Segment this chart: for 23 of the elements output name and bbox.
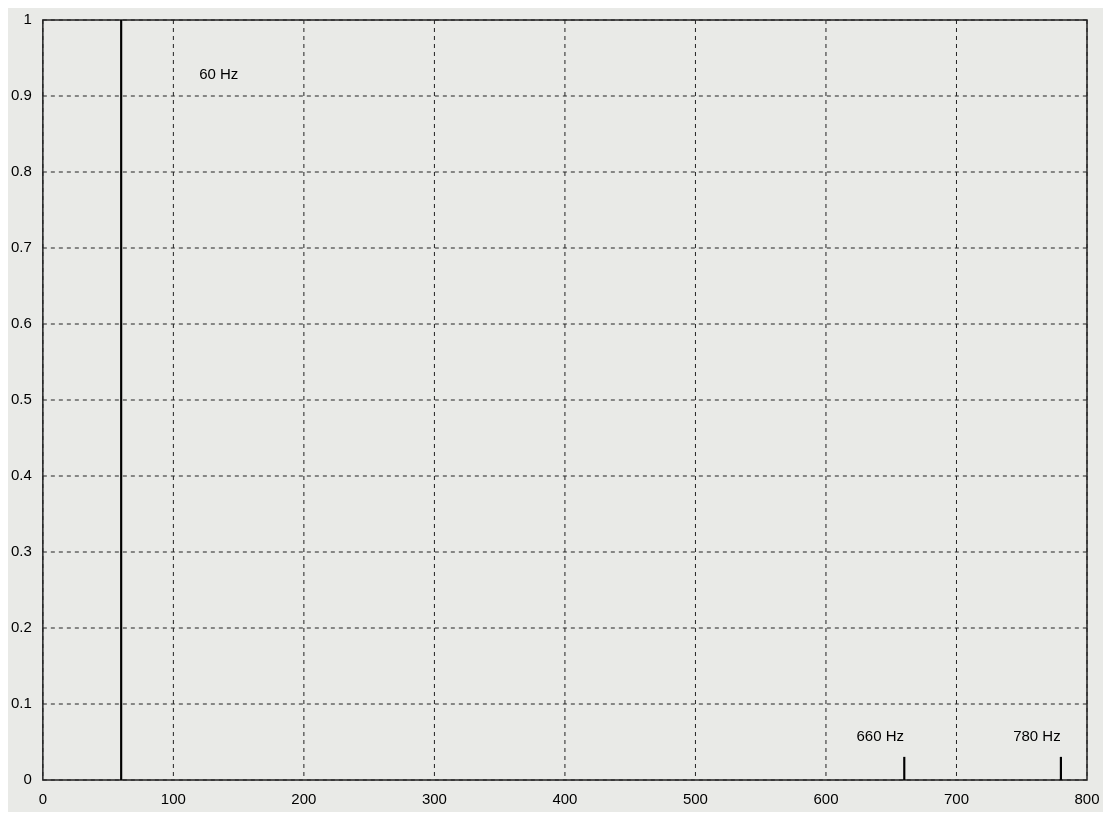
x-tick-label: 100 (160, 790, 186, 808)
y-tick-label: 0.2 (10, 618, 32, 636)
y-tick-label: 1 (23, 10, 32, 28)
annotation: 660 Hz (856, 727, 905, 745)
y-tick-label: 0 (23, 770, 32, 788)
x-tick-label: 0 (38, 790, 48, 808)
y-tick-label: 0.1 (10, 694, 32, 712)
x-tick-label: 500 (682, 790, 708, 808)
x-tick-label: 600 (813, 790, 839, 808)
x-tick-label: 200 (291, 790, 317, 808)
y-tick-label: 0.8 (10, 162, 32, 180)
annotation: 60 Hz (199, 65, 239, 83)
x-tick-label: 400 (552, 790, 578, 808)
y-tick-label: 0.9 (10, 86, 32, 104)
x-tick-label: 800 (1074, 790, 1100, 808)
y-tick-label: 0.4 (10, 466, 32, 484)
y-tick-label: 0.5 (10, 390, 32, 408)
annotation: 780 Hz (1013, 727, 1061, 745)
y-tick-label: 0.3 (10, 542, 32, 560)
y-tick-label: 0.6 (10, 314, 32, 332)
x-tick-label: 300 (421, 790, 447, 808)
x-tick-label: 700 (943, 790, 969, 808)
y-tick-label: 0.7 (10, 238, 32, 256)
